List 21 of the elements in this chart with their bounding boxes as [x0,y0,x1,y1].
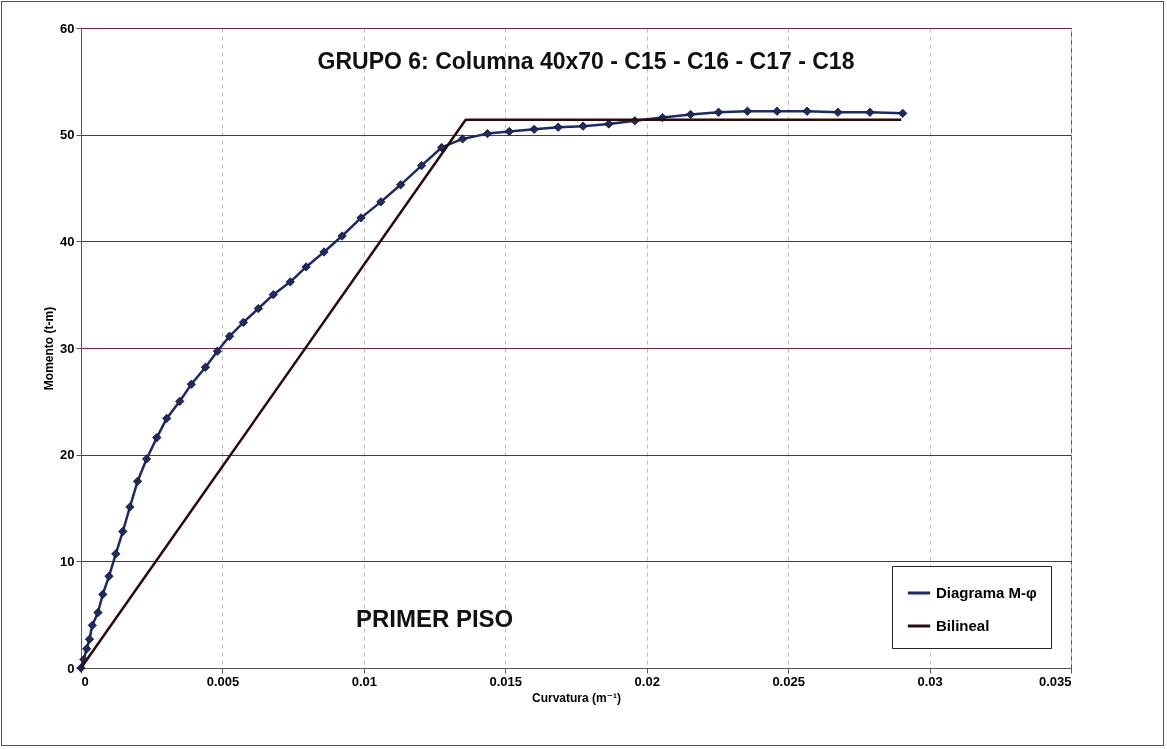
annotation: PRIMER PISO [355,605,514,632]
y-tick-label: 0 [67,660,75,676]
y-tick-label: 10 [60,553,75,569]
y-tick-label: 60 [60,20,75,36]
legend-label: Diagrama M-φ [936,584,1038,601]
x-tick-label: 0.025 [772,673,805,689]
x-tick-label: 0.03 [917,673,943,689]
x-tick-label: 0.005 [206,673,240,689]
y-tick-label: 40 [60,233,75,249]
y-tick-label: 30 [60,340,75,356]
y-tick-label: 50 [60,127,75,143]
x-tick-label: 0 [81,673,89,689]
y-axis-title: Momento (t-m) [42,306,57,391]
x-axis-title: Curvatura (m⁻¹) [531,690,622,705]
x-tick-label: 0.01 [351,673,378,689]
x-tick-label: 0.015 [489,673,523,689]
x-tick-label: 0.02 [634,673,660,689]
text: GRUPO 6: Columna 40x70 - C15 - C16 - C17 - C18 [317,48,855,74]
y-tick-label: 20 [60,447,75,463]
x-tick-label: 0.035 [1038,673,1072,689]
legend-label: Bilineal [936,617,990,634]
